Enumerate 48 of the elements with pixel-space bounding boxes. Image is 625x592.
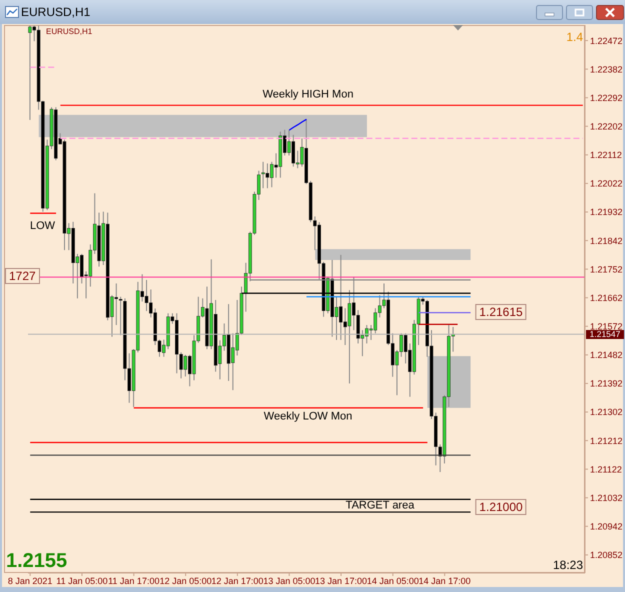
y-tick-label: 1.22472 xyxy=(590,36,623,46)
y-tick-label: 1.21032 xyxy=(590,492,623,503)
candlestick xyxy=(28,25,32,120)
y-tick-label: 1.22292 xyxy=(590,92,623,103)
y-tick-label: 1.21662 xyxy=(590,292,623,303)
y-tick-label: 1.21212 xyxy=(590,436,623,446)
y-tick-label: 1.21572 xyxy=(590,322,623,332)
annotation: 18:23 xyxy=(552,558,583,572)
annotation: Weekly HIGH Mon xyxy=(262,88,354,100)
x-tick-label: 12 Jan 17:00 xyxy=(211,576,264,586)
x-tick-label: 13 Jan 17:00 xyxy=(315,576,368,586)
annotation: 1727 xyxy=(9,269,36,283)
annotation: 1.4 xyxy=(566,30,583,44)
annotation: Weekly LOW Mon xyxy=(264,410,352,422)
x-tick-label: 8 Jan 2021 xyxy=(8,576,52,586)
ref-line-label: 1.21547 xyxy=(590,328,620,339)
y-tick-label: 1.22382 xyxy=(590,64,623,74)
chart-title: EURUSD,H1 xyxy=(46,27,92,36)
y-tick-label: 1.21392 xyxy=(590,378,623,389)
x-tick-label: 13 Jan 05:00 xyxy=(263,576,316,586)
y-tick-label: 1.20852 xyxy=(590,550,623,560)
x-tick-label: 14 Jan 05:00 xyxy=(366,576,419,586)
annotation: 1.21000 xyxy=(479,500,523,514)
x-tick-label: 11 Jan 17:00 xyxy=(108,576,160,586)
candlestick xyxy=(266,162,270,189)
y-tick-label: 1.21932 xyxy=(590,207,623,218)
y-tick-label: 1.21752 xyxy=(590,264,623,274)
y-tick-label: 1.20942 xyxy=(590,522,623,532)
annotation: 1.2155 xyxy=(6,550,68,572)
x-tick-label: 12 Jan 05:00 xyxy=(160,576,212,586)
annotation: TARGET area xyxy=(346,500,414,512)
y-tick-label: 1.21842 xyxy=(590,236,623,246)
chart-title: EURUSD,H1 xyxy=(21,5,90,19)
y-tick-label: 1.22202 xyxy=(590,121,623,132)
candlestick xyxy=(261,161,265,189)
line-series xyxy=(288,118,308,131)
candlestick xyxy=(348,290,352,384)
candlestick xyxy=(144,279,148,312)
x-tick-label: 11 Jan 05:00 xyxy=(56,576,108,586)
y-tick-label: 1.21302 xyxy=(590,407,623,418)
annotation: 1.21615 xyxy=(479,305,523,319)
y-tick-label: 1.22112 xyxy=(590,150,622,160)
y-tick-label: 1.21122 xyxy=(590,464,622,474)
y-tick-label: 1.22022 xyxy=(590,178,623,189)
x-tick-label: 14 Jan 17:00 xyxy=(418,576,471,586)
y-tick-label: 1.21482 xyxy=(590,350,623,360)
candlestick xyxy=(118,296,122,336)
annotation: LOW xyxy=(30,220,56,232)
